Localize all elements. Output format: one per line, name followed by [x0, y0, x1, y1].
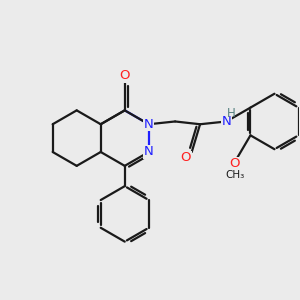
Text: O: O: [181, 152, 191, 164]
Text: N: N: [222, 115, 231, 128]
Text: CH₃: CH₃: [225, 170, 244, 180]
Text: N: N: [144, 118, 154, 131]
Text: O: O: [230, 158, 240, 170]
Text: O: O: [119, 69, 130, 82]
Text: H: H: [227, 107, 236, 120]
Text: N: N: [144, 146, 154, 158]
